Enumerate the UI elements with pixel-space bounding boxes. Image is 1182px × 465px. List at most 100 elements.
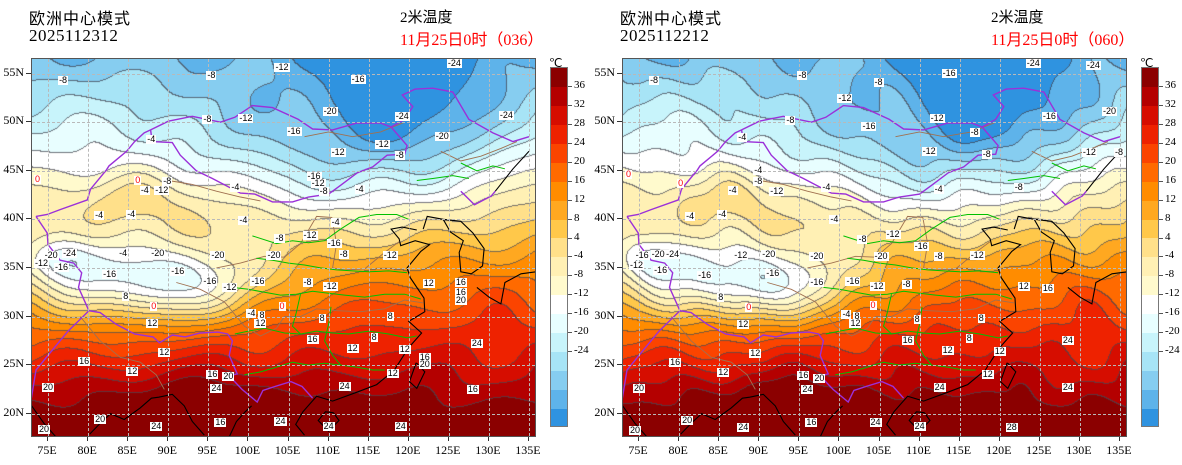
map-boundary-line [304, 121, 405, 138]
x-axis-tick [638, 437, 640, 441]
graticule-parallel [623, 73, 1126, 75]
y-axis-tick [617, 315, 622, 317]
map-layer-province [232, 162, 506, 376]
contour-value-label: -12 [374, 139, 390, 150]
contour-value-label: 24 [274, 416, 287, 427]
contour-value-label: -4 [737, 131, 748, 142]
colorbar-swatch [1142, 276, 1158, 296]
contour-value-label: 12 [1017, 281, 1030, 292]
x-axis-label: 115E [355, 443, 381, 457]
map-boundary-line [626, 216, 905, 404]
contour-value-label: 12 [254, 318, 267, 329]
contour-value-label: -12 [869, 281, 885, 292]
colorbar-tick [568, 85, 572, 87]
contour-value-label: 24 [913, 421, 926, 432]
contour-value-label: -24 [1085, 59, 1101, 70]
map-plot-area-left[interactable]: -8 -8 -12 -16 -24 -20 -8 -12 -16 -24 -24 -20 -4 -12 -1… [31, 58, 536, 437]
map-geography-overlay [623, 87, 1126, 436]
contour-value-label: -8 [206, 69, 217, 80]
y-axis-tick [617, 412, 622, 414]
contour-value-label: -20 [873, 251, 889, 262]
x-axis-label: 90E [748, 443, 768, 457]
colorbar-swatch [551, 389, 567, 409]
contour-value-label: -12 [154, 185, 170, 196]
contour-value-label: -12 [885, 228, 901, 239]
map-boundary-line [843, 214, 1000, 245]
contour-value-label: 8 [370, 331, 378, 342]
contour-value-label: -12 [222, 282, 238, 293]
graticule-parallel [32, 365, 535, 367]
colorbar-tick [568, 161, 572, 163]
colorbar-swatch [551, 276, 567, 296]
y-axis-label: 55N [594, 64, 615, 79]
x-axis-label: 85E [117, 443, 137, 457]
colorbar-tick [568, 104, 572, 106]
contour-value-label: -12 [310, 178, 326, 189]
colorbar[interactable] [550, 67, 568, 427]
map-plot-area-right[interactable]: -8 -8 -8 -16 -24 -24 -12 -8 -16 -12 -16 -20 -4 -8 -12-… [622, 58, 1127, 437]
x-axis-label: 100E [234, 443, 261, 457]
map-boundary-line [476, 271, 535, 305]
map-boundary-line [623, 405, 647, 436]
y-axis-tick [26, 364, 31, 366]
contour-value-label: -20 [809, 251, 825, 262]
graticule-parallel [32, 219, 535, 221]
graticule-meridian [248, 59, 250, 436]
colorbar-swatch [1142, 200, 1158, 220]
graticule-meridian [88, 59, 90, 436]
colorbar-tick-label: 16 [1165, 173, 1176, 186]
contour-value-label: -8 [274, 232, 285, 243]
colorbar-tick-label: -20 [1165, 325, 1180, 338]
map-boundary-line [1051, 190, 1087, 206]
map-boundary-line [460, 162, 506, 172]
map-boundary-line [835, 361, 976, 376]
contour-value-label: 16 [901, 334, 914, 345]
contour-value-label: -12 [1081, 147, 1097, 158]
x-axis-tick [958, 437, 960, 441]
colorbar-tick [568, 218, 572, 220]
graticule-parallel [32, 73, 535, 75]
map-layer-river [670, 121, 1109, 390]
colorbar-tick-label: -8 [1165, 268, 1175, 281]
colorbar-swatch [551, 181, 567, 201]
x-axis-tick [327, 437, 329, 441]
graticule-meridian [839, 59, 841, 436]
contour-value-label: -16 [697, 269, 713, 280]
colorbar[interactable] [1141, 67, 1159, 427]
colorbar-swatch [1142, 219, 1158, 239]
graticule-meridian [408, 59, 410, 436]
contour-value-label: -12 [769, 186, 785, 197]
graticule [623, 59, 1126, 436]
map-boundary-line [32, 405, 56, 436]
colorbar-tick-label: -16 [574, 306, 589, 319]
colorbar-tick [1159, 123, 1163, 125]
graticule-parallel [32, 267, 535, 269]
map-boundary-line [1013, 215, 1076, 275]
x-axis-label: 125E [435, 443, 461, 457]
x-axis-label: 135E [1106, 443, 1132, 457]
contour-value-label: -4 [246, 307, 257, 318]
contour-value-label: 16 [78, 356, 91, 367]
x-axis-label: 125E [1026, 443, 1052, 457]
colorbar-swatch [1142, 333, 1158, 353]
y-axis-label: 35N [3, 258, 24, 273]
x-axis-label: 95E [197, 443, 218, 457]
x-axis-label: 115E [946, 443, 972, 457]
colorbar-tick [1159, 351, 1163, 353]
contour-value-label: -8 [318, 186, 329, 197]
contour-value-label: -20 [1101, 106, 1117, 117]
map-boundary-line [408, 362, 426, 390]
graticule-meridian [1039, 59, 1041, 436]
x-axis-tick [367, 437, 369, 441]
x-axis-tick [447, 437, 449, 441]
contour-value-label: 24 [933, 382, 946, 393]
contour-value-label: -8 [981, 149, 992, 160]
graticule-meridian [799, 59, 801, 436]
contour-value-label: 20 [42, 382, 55, 393]
colorbar-tick [1159, 142, 1163, 144]
contour-value-label: 16 [454, 287, 467, 298]
graticule-meridian [488, 59, 490, 436]
header-init-time-right: 2025112212 [620, 26, 710, 45]
graticule-meridian [528, 59, 530, 436]
colorbar-swatch [551, 86, 567, 106]
